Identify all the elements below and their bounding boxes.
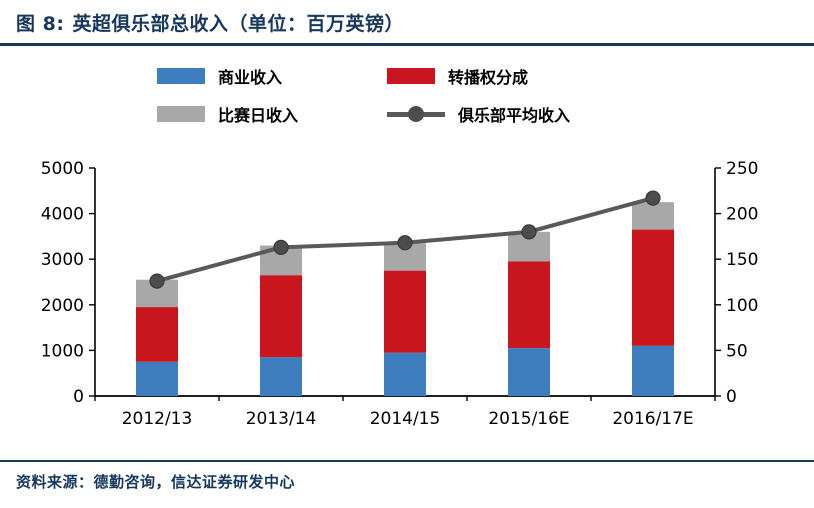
figure-number: 图 8: (16, 13, 65, 35)
right-axis-label: 50 (726, 341, 748, 361)
legend-item-matchday: 比赛日收入 (157, 102, 387, 126)
figure-title: 英超俱乐部总收入（单位：百万英镑） (72, 13, 404, 35)
line-marker-icon (149, 273, 165, 289)
left-axis-label: 2000 (41, 296, 84, 316)
bar-segment-commercial (136, 361, 178, 396)
title-divider (0, 43, 814, 46)
legend-label-matchday: 比赛日收入 (218, 106, 299, 125)
chart-legend: 商业收入 转播权分成 比赛日收入 俱乐部平均收入 (0, 64, 814, 126)
broadcast-swatch (387, 68, 435, 84)
line-marker-icon (645, 190, 661, 206)
left-axis-label: 0 (73, 387, 84, 407)
bar-segment-broadcast (260, 275, 302, 358)
bar-segment-broadcast (136, 307, 178, 362)
line-marker-icon (521, 224, 537, 240)
matchday-swatch (157, 106, 205, 122)
line-marker-icon (273, 239, 289, 255)
left-axis-label: 1000 (41, 341, 84, 361)
right-axis-label: 250 (726, 159, 758, 179)
average-line-marker-icon (408, 106, 424, 122)
commercial-swatch (157, 68, 205, 84)
x-axis-label: 2013/14 (246, 409, 317, 429)
x-axis-label: 2015/16E (488, 409, 569, 429)
x-axis-label: 2016/17E (612, 409, 693, 429)
left-axis-label: 5000 (41, 159, 84, 179)
source-note: 资料来源：德勤咨询，信达证券研发中心 (16, 473, 296, 491)
bar-segment-broadcast (384, 270, 426, 353)
bar-segment-broadcast (632, 229, 674, 346)
right-axis-label: 100 (726, 296, 758, 316)
right-axis-label: 0 (726, 387, 737, 407)
bar-segment-commercial (508, 348, 550, 396)
bar-segment-commercial (384, 352, 426, 396)
x-axis-label: 2014/15 (370, 409, 441, 429)
right-axis-label: 150 (726, 250, 758, 270)
legend-label-average: 俱乐部平均收入 (458, 106, 571, 125)
bar-segment-commercial (632, 345, 674, 396)
legend-label-broadcast: 转播权分成 (448, 68, 529, 87)
average-line-swatch (387, 106, 445, 122)
left-axis-label: 3000 (41, 250, 84, 270)
bar-segment-commercial (260, 357, 302, 396)
figure-header: 图 8: 英超俱乐部总收入（单位：百万英镑） (0, 0, 814, 43)
stacked-bar-line-chart: 0 1000 2000 3000 4000 5000 0 50 100 150 200 250 2012… (41, 159, 759, 429)
bar-segment-broadcast (508, 261, 550, 349)
left-axis-label: 4000 (41, 205, 84, 225)
legend-item-broadcast: 转播权分成 (387, 64, 657, 88)
x-axis-label: 2012/13 (122, 409, 193, 429)
right-axis-label: 200 (726, 205, 758, 225)
line-marker-icon (397, 235, 413, 251)
legend-item-commercial: 商业收入 (157, 64, 387, 88)
legend-item-average: 俱乐部平均收入 (387, 102, 657, 126)
bar-segment-matchday (632, 202, 674, 230)
figure-footer: 资料来源：德勤咨询，信达证券研发中心 (0, 460, 814, 492)
legend-label-commercial: 商业收入 (218, 68, 283, 87)
